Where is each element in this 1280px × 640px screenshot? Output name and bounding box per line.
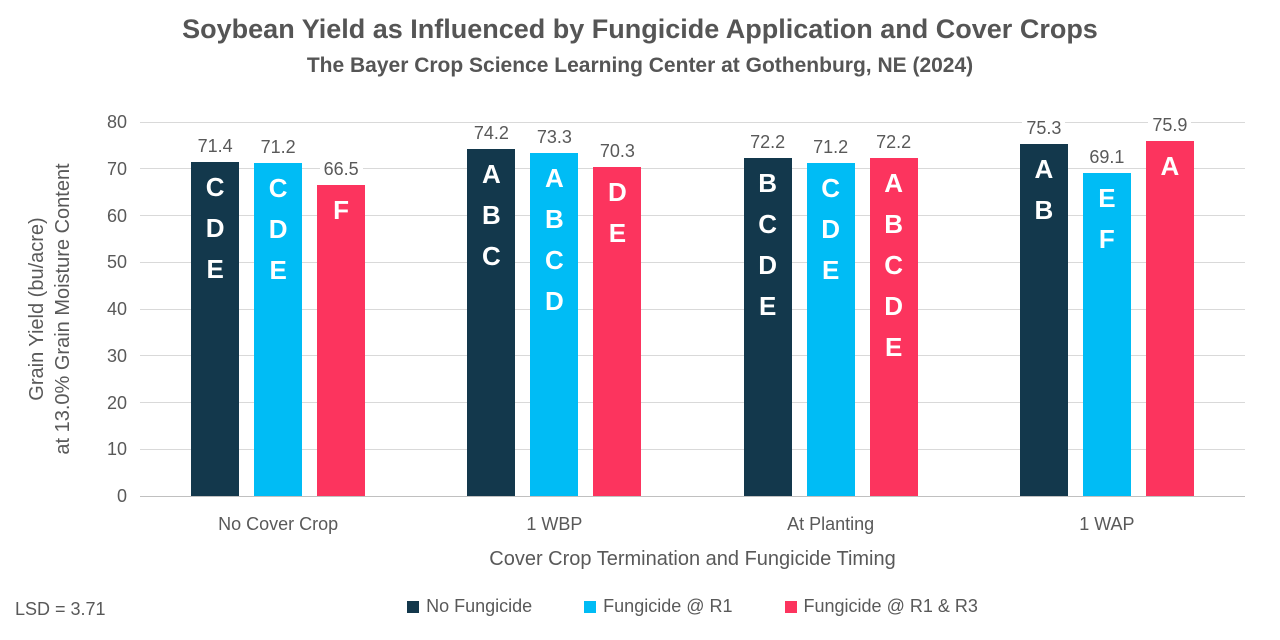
y-axis-tick-label: 40 — [106, 299, 127, 319]
x-axis-labels: No Cover Crop 1 WBP At Planting 1 WAP — [140, 514, 1245, 535]
bar: F — [317, 185, 366, 496]
bar-value-label: 70.3 — [595, 141, 639, 162]
x-axis-category-label: 1 WAP — [1079, 514, 1135, 534]
gridline — [140, 402, 1245, 403]
y-axis-title-line1: Grain Yield (bu/acre) — [26, 217, 48, 401]
y-axis-title-line2: at 13.0% Grain Moisture Content — [52, 163, 74, 455]
bar: A B C D E — [869, 158, 918, 496]
bar-column: 71.2 C D E — [806, 137, 855, 496]
legend-swatch — [784, 600, 797, 613]
bar-column: 74.2 A B C — [467, 123, 516, 496]
bar-group: 72.2 B C D E 71.2 C D E 72.2 A B C D E — [693, 122, 969, 496]
bar: C D E — [191, 162, 240, 496]
y-axis-tick-label: 70 — [106, 158, 127, 179]
gridline — [140, 355, 1245, 357]
chart-title: Soybean Yield as Influenced by Fungicide… — [182, 14, 1098, 44]
bar-column: 69.1 E F — [1082, 146, 1131, 496]
legend-swatch — [407, 600, 420, 613]
bar-column: 66.5 F — [317, 159, 366, 496]
y-axis-tick-label: 10 — [106, 439, 127, 460]
chart-footer: LSD = 3.71 No Fungicide Fungicide @ R1 Fun… — [0, 596, 1280, 626]
bar-value-label: 74.2 — [469, 123, 513, 144]
bar-value-label: 75.3 — [1022, 117, 1066, 138]
lsd-note: LSD = 3.71 — [15, 599, 106, 619]
bar: B C D E — [743, 158, 792, 496]
bar: A — [1145, 141, 1194, 496]
bar: E F — [1082, 172, 1131, 496]
bar-value-label: 71.2 — [809, 137, 853, 158]
bar: C D E — [806, 163, 855, 496]
bar-value-label: 71.2 — [256, 137, 300, 158]
legend-label: No Fungicide — [426, 596, 533, 616]
y-axis-tick-label: 30 — [106, 345, 127, 366]
bar-value-label: 72.2 — [872, 132, 916, 153]
bar: A B C D — [530, 153, 579, 496]
bar-column: 72.2 A B C D E — [869, 132, 918, 496]
bar-column: 72.2 B C D E — [743, 132, 792, 496]
gridline — [140, 495, 1245, 497]
y-axis-tick-label: 60 — [106, 205, 127, 226]
bar-group: 74.2 A B C 73.3 A B C D 70.3 D E — [416, 122, 692, 496]
bar-group: 71.4 C D E 71.2 C D E 66.5 F — [140, 122, 416, 496]
gridline — [140, 308, 1245, 310]
legend-swatch — [584, 600, 597, 613]
x-axis-category-label: No Cover Crop — [218, 514, 339, 534]
legend-item: No Fungicide — [407, 596, 532, 617]
bar-column: 70.3 D E — [593, 141, 642, 496]
gridline — [140, 215, 1245, 216]
bar-column: 75.3 A B — [1019, 117, 1068, 496]
bar: D E — [593, 167, 642, 496]
bar-value-label: 71.4 — [193, 136, 237, 157]
plot-area: 71.4 C D E 71.2 C D E 66.5 F 74.2 A B C 73.3 A B … — [140, 115, 1245, 497]
legend-item: Fungicide @ R1 & R3 — [784, 596, 978, 617]
x-axis-category-label: 1 WBP — [526, 514, 583, 534]
bar: A B — [1019, 143, 1068, 496]
gridline — [140, 121, 1245, 123]
bar-value-label: 72.2 — [746, 132, 790, 153]
bar-value-label: 75.9 — [1148, 115, 1192, 136]
bar-column: 71.2 C D E — [254, 137, 303, 496]
bar-groups: 71.4 C D E 71.2 C D E 66.5 F 74.2 A B C 73.3 A B … — [140, 115, 1245, 496]
bar: C D E — [254, 163, 303, 496]
y-axis-tick-label: 0 — [116, 486, 127, 506]
gridline — [140, 261, 1245, 263]
x-axis-title: Cover Crop Termination and Fungicide Tim… — [489, 548, 896, 570]
bar-value-label: 73.3 — [532, 127, 576, 148]
bar-value-label: 69.1 — [1085, 146, 1129, 167]
bar-value-label: 66.5 — [319, 159, 363, 180]
bar-column: 73.3 A B C D — [530, 127, 579, 496]
gridline — [140, 168, 1245, 170]
gridline — [140, 448, 1245, 450]
bar-column: 71.4 C D E — [191, 136, 240, 496]
legend-label: Fungicide @ R1 — [603, 596, 733, 616]
bar: A B C — [467, 149, 516, 496]
legend-label: Fungicide @ R1 & R3 — [803, 596, 978, 616]
legend: No Fungicide Fungicide @ R1 Fungicide @ R1… — [140, 596, 1245, 617]
chart-subtitle: The Bayer Crop Science Learning Center a… — [306, 54, 974, 77]
legend-item: Fungicide @ R1 — [584, 596, 733, 617]
bar-column: 75.9 A — [1145, 115, 1194, 496]
y-axis-tick-label: 20 — [106, 392, 127, 413]
x-axis-category-label: At Planting — [787, 514, 875, 534]
y-axis-tick-label: 80 — [106, 112, 127, 132]
y-axis-tick-label: 50 — [106, 252, 127, 273]
bar-group: 75.3 A B 69.1 E F 75.9 A — [969, 115, 1245, 496]
